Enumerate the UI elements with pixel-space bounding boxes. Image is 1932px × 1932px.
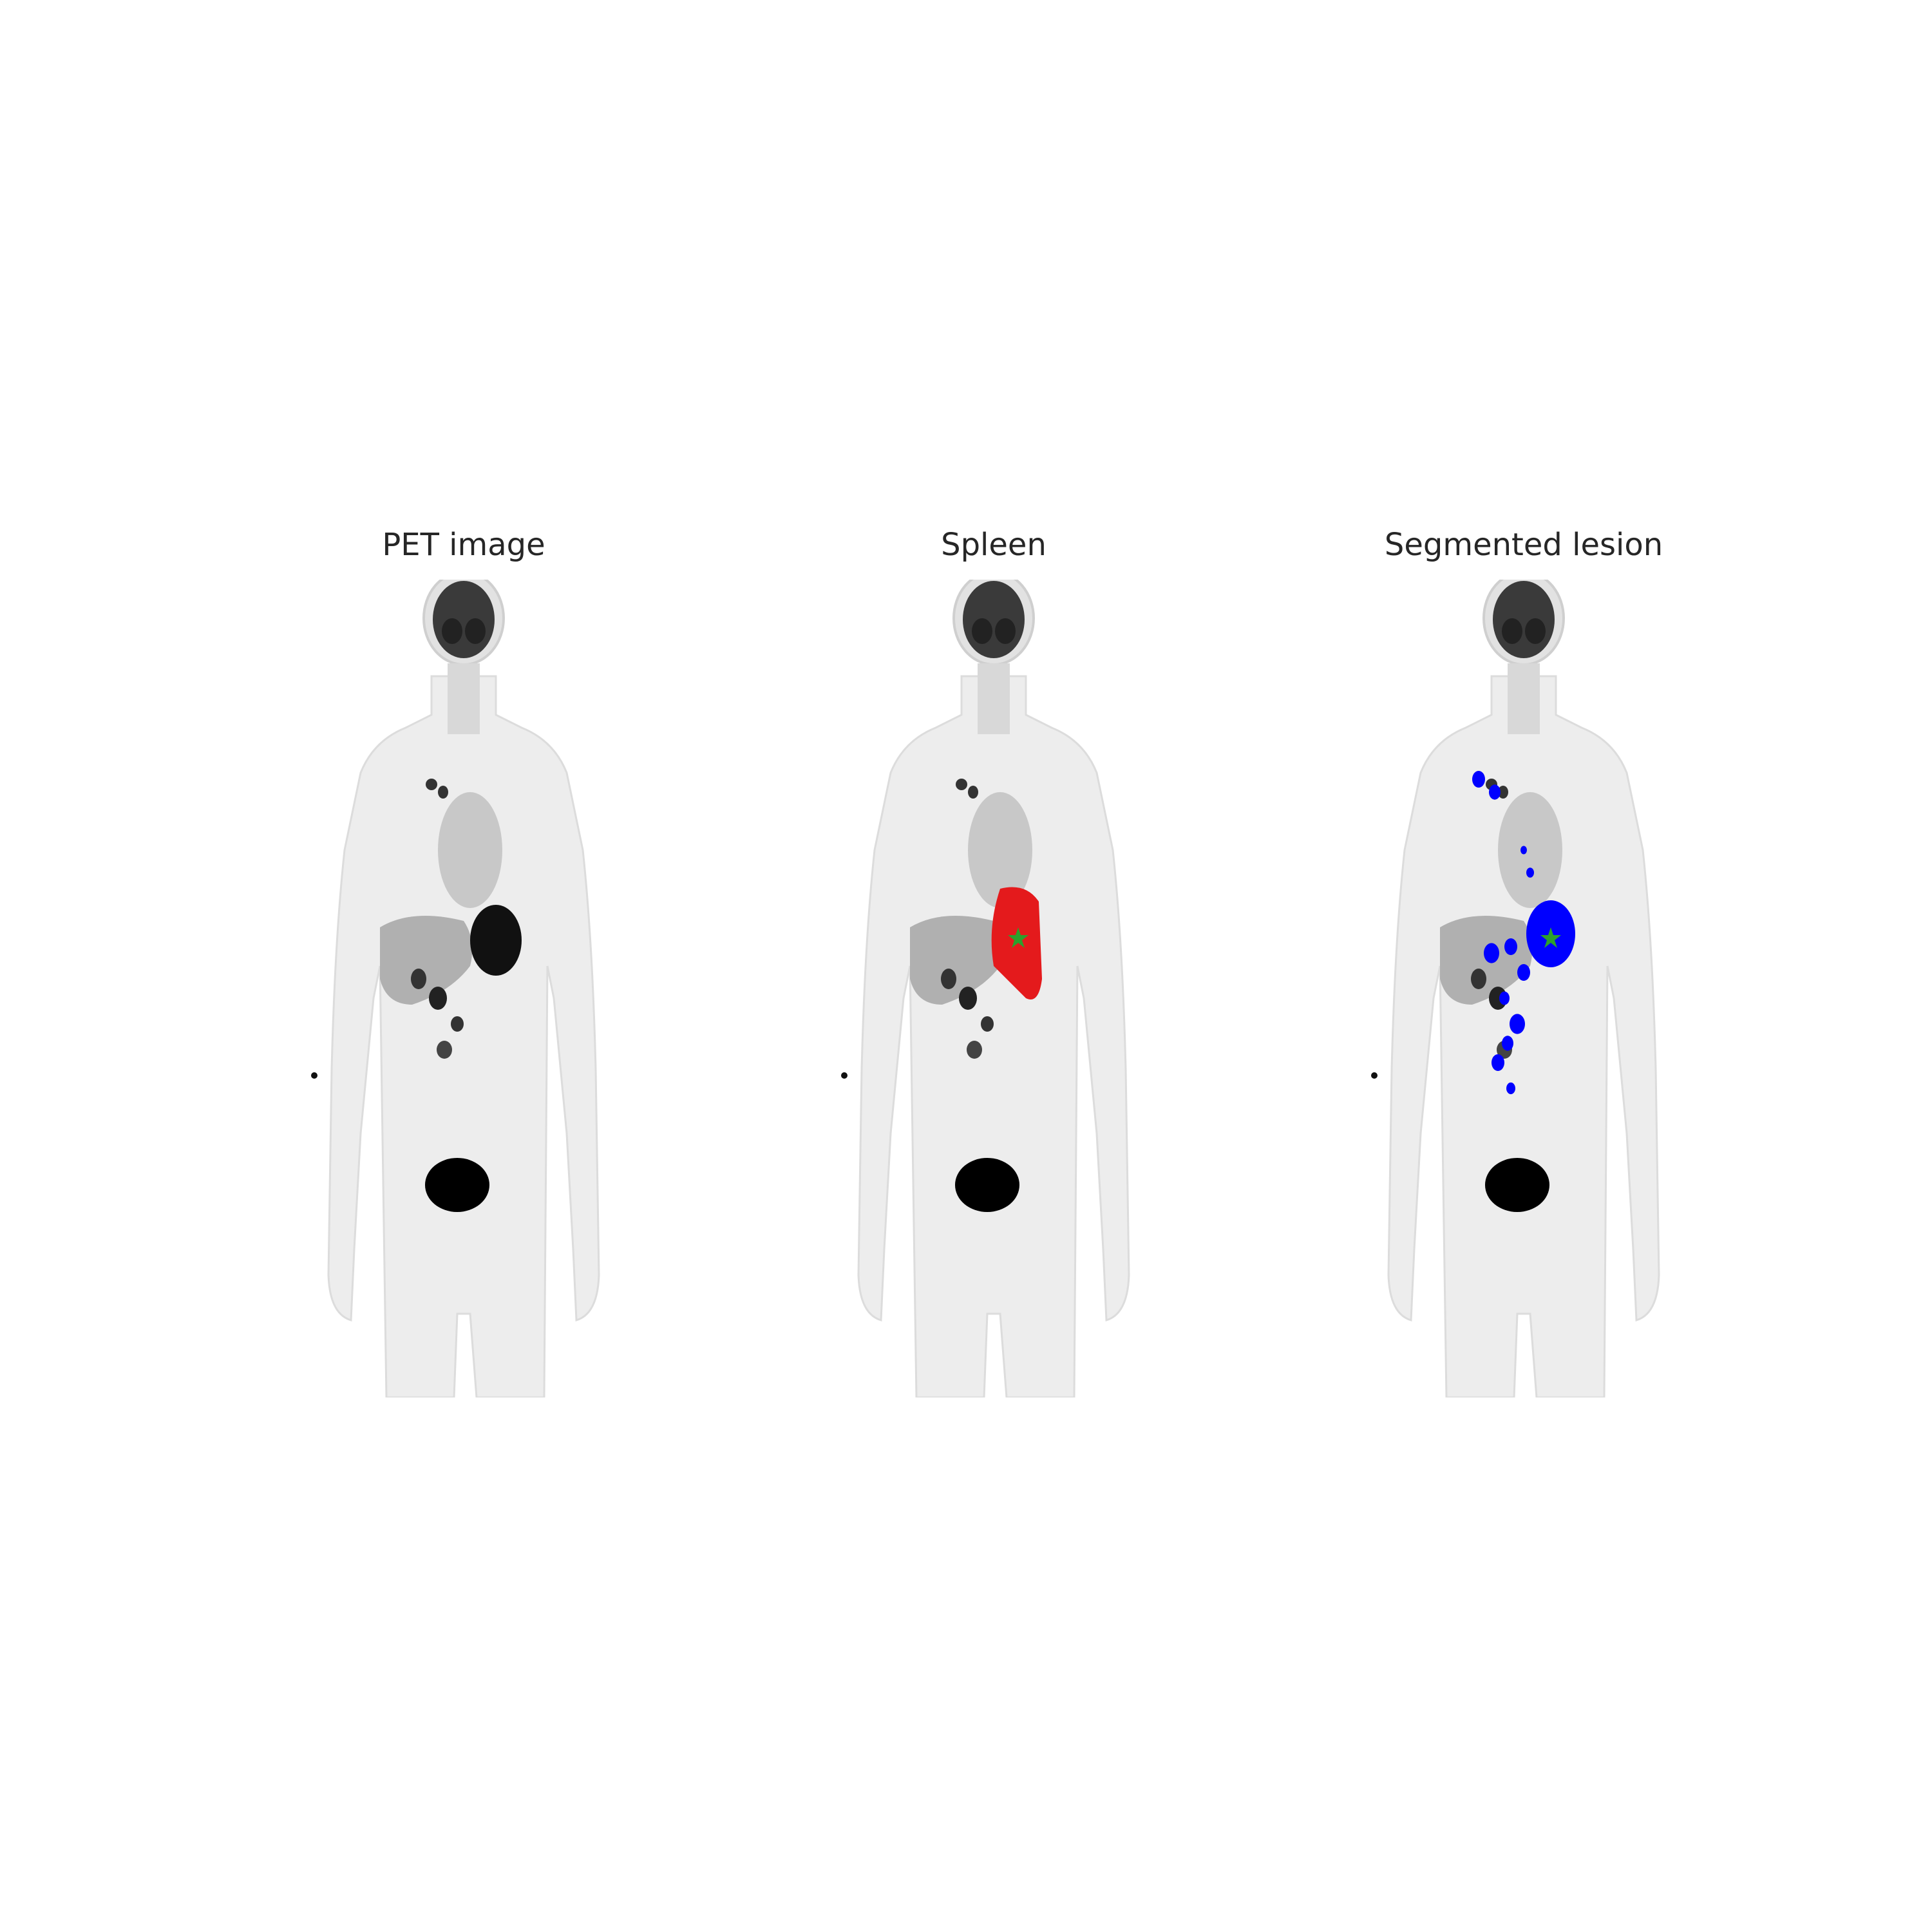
lesion-spot bbox=[1499, 991, 1510, 1005]
centroid-star-icon bbox=[1008, 927, 1028, 948]
heart bbox=[968, 792, 1032, 908]
node-uptake bbox=[426, 779, 437, 790]
node-uptake bbox=[956, 779, 967, 790]
lesion-spot bbox=[1510, 1014, 1525, 1034]
body-silhouette bbox=[311, 580, 600, 1397]
brain-uptake bbox=[433, 581, 495, 658]
lesion-spot bbox=[1492, 1054, 1504, 1071]
bowel-uptake bbox=[451, 1016, 464, 1032]
heart bbox=[1498, 792, 1562, 908]
lesion-spot bbox=[1506, 1082, 1515, 1095]
lesion-overlay-panel bbox=[1371, 580, 1660, 1397]
bowel-uptake bbox=[981, 1016, 994, 1032]
wrist-uptake bbox=[311, 1072, 317, 1079]
lesion-spot bbox=[1472, 771, 1485, 788]
body-silhouette bbox=[1371, 580, 1660, 1397]
lesion-spot bbox=[1504, 938, 1517, 955]
lesion-spot bbox=[1484, 943, 1499, 963]
brain-detail bbox=[1502, 618, 1522, 644]
spleen-uptake bbox=[470, 905, 522, 976]
body-outline bbox=[857, 675, 1130, 1397]
neck bbox=[448, 663, 480, 734]
heart bbox=[438, 792, 502, 908]
bowel-uptake bbox=[941, 969, 956, 989]
brain-detail bbox=[995, 618, 1016, 644]
brain-detail bbox=[442, 618, 462, 644]
body-silhouette bbox=[841, 580, 1130, 1397]
wrist-uptake bbox=[841, 1072, 848, 1079]
brain-detail bbox=[972, 618, 992, 644]
panel-title-lesion: Segmented lesion bbox=[1384, 527, 1663, 563]
wrist-uptake bbox=[1371, 1072, 1378, 1079]
lesion-spot bbox=[1517, 964, 1530, 981]
liver bbox=[380, 916, 473, 1005]
node-uptake bbox=[1498, 786, 1508, 799]
neck bbox=[978, 663, 1010, 734]
bowel-uptake bbox=[959, 987, 977, 1010]
spleen-overlay-panel bbox=[841, 580, 1130, 1397]
bladder bbox=[1485, 1158, 1549, 1212]
pet-image-panel bbox=[311, 580, 600, 1397]
bowel-uptake bbox=[429, 987, 447, 1010]
bowel-uptake bbox=[967, 1041, 982, 1059]
bowel-uptake bbox=[411, 969, 426, 989]
panel-title-pet: PET image bbox=[382, 527, 545, 563]
panel-title-spleen: Spleen bbox=[941, 527, 1046, 563]
bowel-uptake bbox=[1471, 969, 1486, 989]
bladder bbox=[425, 1158, 489, 1212]
node-uptake bbox=[968, 786, 978, 799]
lesion-spot bbox=[1520, 846, 1527, 855]
lesion-spot bbox=[1526, 867, 1534, 878]
node-uptake bbox=[438, 786, 448, 799]
neck bbox=[1508, 663, 1540, 734]
bladder bbox=[955, 1158, 1019, 1212]
brain-detail bbox=[1525, 618, 1546, 644]
lesion-spot bbox=[1489, 784, 1501, 800]
brain-uptake bbox=[1493, 581, 1555, 658]
brain-uptake bbox=[963, 581, 1025, 658]
lesion-spot bbox=[1502, 1036, 1513, 1051]
body-outline bbox=[327, 675, 600, 1397]
body-outline bbox=[1387, 675, 1660, 1397]
brain-detail bbox=[465, 618, 486, 644]
liver bbox=[910, 916, 1003, 1005]
centroid-star-icon bbox=[1540, 927, 1561, 948]
bowel-uptake bbox=[437, 1041, 452, 1059]
